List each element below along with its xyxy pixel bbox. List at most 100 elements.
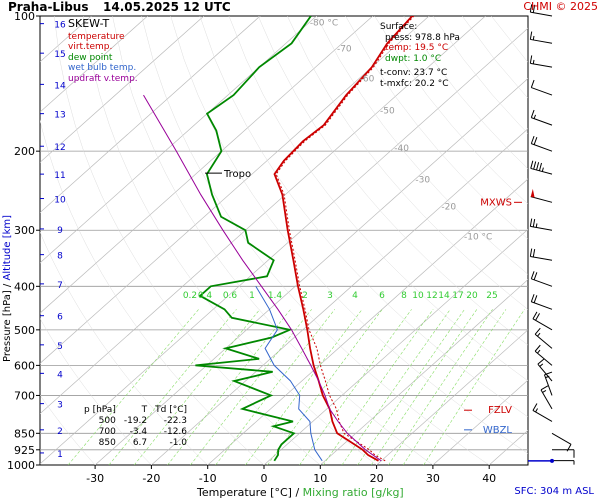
wind-barb-half [535, 408, 538, 413]
y-axis-label-altitude: Altitude [km] [2, 214, 13, 281]
wind-barb-half [532, 59, 535, 64]
isotherm-label: -80 °C [310, 19, 338, 29]
wind-barb-staff [534, 333, 553, 349]
wind-barb-flag [544, 371, 553, 376]
dry-adiabat-line [40, 119, 265, 465]
series-layer [143, 16, 415, 462]
x-tick-label: -20 [142, 472, 160, 485]
altitude-label: 4 [57, 370, 63, 380]
table-cell: 850 [98, 438, 116, 448]
series-line-wet-bulb-temp [255, 286, 323, 462]
x-tick-label: -10 [199, 472, 217, 485]
wind-barb-half [542, 390, 547, 393]
mixing-ratio-label: 3 [327, 291, 333, 301]
annotations-layer: Tropo MXWS FZLV WBZL [205, 169, 522, 436]
table-cell: -19.2 [123, 416, 148, 426]
mixing-ratio-label: 10 [412, 291, 424, 301]
mixing-ratio-line [133, 309, 261, 465]
table-cell: 700 [98, 427, 116, 437]
x-axis-label-temperature: Temperature [°C] [197, 486, 292, 499]
wind-barb-staff [540, 389, 553, 410]
legend-item-updraft: updraft v.temp. [68, 73, 138, 84]
wind-barb-flag [535, 313, 540, 321]
mixing-ratio-line [322, 309, 434, 465]
altitude-label: 12 [54, 143, 65, 153]
x-axis-label-separator: / [295, 486, 300, 499]
isotherm-line [207, 178, 528, 465]
y-tick-label: 1000 [7, 459, 35, 472]
wind-barb-staff [531, 278, 553, 287]
level-label-mxws: MXWS [480, 197, 512, 208]
wind-barb-half [537, 349, 541, 354]
isotherm-line [40, 16, 261, 214]
dry-adiabat-line [287, 16, 528, 310]
altitude-label: 6 [57, 313, 63, 323]
copyright-link[interactable]: CHMI © 2025 [523, 0, 598, 13]
surface-temp: temp: 19.5 °C [385, 43, 449, 53]
surface-altitude: SFC: 304 m ASL [514, 486, 594, 497]
wind-barb-half [541, 167, 544, 172]
y-tick-label: 700 [14, 389, 35, 402]
wind-barb-staff [530, 62, 553, 68]
x-tick-label: 0 [261, 472, 268, 485]
wind-barb-flag [532, 249, 536, 258]
dry-adiabat-line [40, 318, 152, 465]
wind-barb-flag [534, 344, 541, 352]
wind-barb-staff [531, 117, 553, 126]
y-tick-label: 600 [14, 359, 35, 372]
isotherm-label: -10 °C [464, 233, 492, 243]
surface-tmxfc: t-mxfc: 20.2 °C [380, 78, 449, 89]
x-axis-label-mixing: Mixing ratio [g/kg] [302, 486, 404, 499]
legend-item-wet-bulb: wet bulb temp. [68, 63, 137, 73]
x-axis-title: Temperature [°C] / Mixing ratio [g/kg] [197, 486, 404, 499]
mixing-ratio-label: 0.6 [223, 291, 238, 301]
wind-barb-flag [533, 161, 537, 170]
isotherm-line [40, 16, 148, 113]
isotherm-label: -20 [441, 203, 456, 213]
dry-adiabat-line [257, 16, 528, 346]
wind-barb-half [537, 332, 541, 337]
wind-barb-staff [531, 143, 553, 152]
table-row: 850 6.7 -1.0 [80, 438, 191, 449]
isotherm-line [376, 329, 528, 465]
grid-layer [40, 16, 528, 465]
wind-barb-flag [536, 162, 540, 171]
dry-adiabat-line [53, 16, 321, 465]
dry-adiabat-line [170, 16, 528, 454]
isotherm-line [40, 16, 205, 163]
altitude-label: 13 [54, 111, 65, 121]
altitude-label: 1 [57, 450, 63, 460]
mixing-ratio-label: 6 [379, 291, 385, 301]
legend-item-temperature: temperature [68, 31, 125, 42]
wind-barb-flag [529, 55, 533, 64]
altitude-label: 14 [54, 81, 66, 91]
isotherm-label: -50 [380, 107, 395, 117]
tropopause-label: Tropo [223, 169, 251, 180]
wind-barb-staff [537, 363, 553, 382]
wind-barb-flag [530, 109, 535, 118]
mixing-ratio-line [388, 309, 493, 465]
isotherm-label: -70 [337, 45, 352, 55]
legend-title: SKEW-T [68, 17, 110, 30]
wind-barb-staff [530, 11, 553, 17]
wind-barb-flag [533, 272, 538, 280]
isotherm-line [94, 78, 528, 465]
wind-barb-staff [544, 374, 553, 396]
wind-barb-flag [529, 4, 533, 13]
table-cell: -12.6 [163, 427, 188, 437]
wind-barb-flag [530, 79, 535, 88]
y-axis-title: Pressure [hPa] / Altitude [km] [2, 215, 13, 362]
mixing-ratio-label: 17 [452, 291, 463, 301]
series-line-virt-temp [275, 16, 415, 462]
series-line-temperature [273, 16, 413, 462]
level-label-wbzl: WBZL [483, 425, 513, 436]
wind-barb-flag [566, 444, 572, 452]
mixing-ratio-label: 25 [486, 291, 497, 301]
station-name: Praha-Libus [8, 0, 89, 14]
wind-barb-flag [532, 311, 538, 320]
wind-barb-staff [532, 318, 553, 331]
isotherm-line [40, 16, 374, 314]
altitude-label: 5 [57, 342, 63, 352]
y-tick-label: 200 [14, 145, 35, 158]
wind-barb-pennant [530, 188, 535, 198]
